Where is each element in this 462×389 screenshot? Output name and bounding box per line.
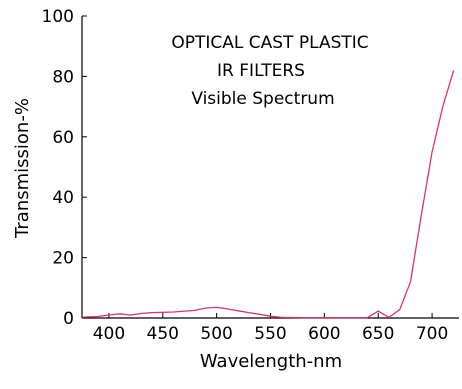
title-line-1: OPTICAL CAST PLASTIC [171, 33, 368, 53]
x-tick-label: 450 [147, 324, 179, 344]
title-line-3: Visible Spectrum [191, 89, 334, 109]
x-tick-label: 650 [362, 324, 394, 344]
y-tick-label: 20 [52, 249, 74, 269]
y-tick-label: 80 [52, 67, 74, 87]
y-axis-label: Transmission-% [12, 98, 33, 239]
x-tick-label: 400 [93, 324, 125, 344]
y-tick-label: 60 [52, 128, 74, 148]
y-tick-label: 0 [63, 309, 74, 329]
y-tick-label: 100 [42, 7, 74, 27]
series-line [81, 70, 455, 319]
x-tick-label: 600 [308, 324, 340, 344]
x-axis-ticks: 400 450 500 550 600 650 700 [93, 313, 448, 344]
title-line-2: IR FILTERS [217, 61, 305, 81]
x-axis-label: Wavelength-nm [200, 351, 342, 372]
series-group [81, 70, 455, 319]
chart-title: OPTICAL CAST PLASTIC IR FILTERS Visible … [171, 33, 368, 109]
x-tick-label: 500 [200, 324, 232, 344]
y-axis-ticks: 0 20 40 60 80 100 [42, 7, 87, 329]
x-tick-label: 550 [254, 324, 286, 344]
x-tick-label: 700 [416, 324, 448, 344]
y-tick-label: 40 [52, 188, 74, 208]
